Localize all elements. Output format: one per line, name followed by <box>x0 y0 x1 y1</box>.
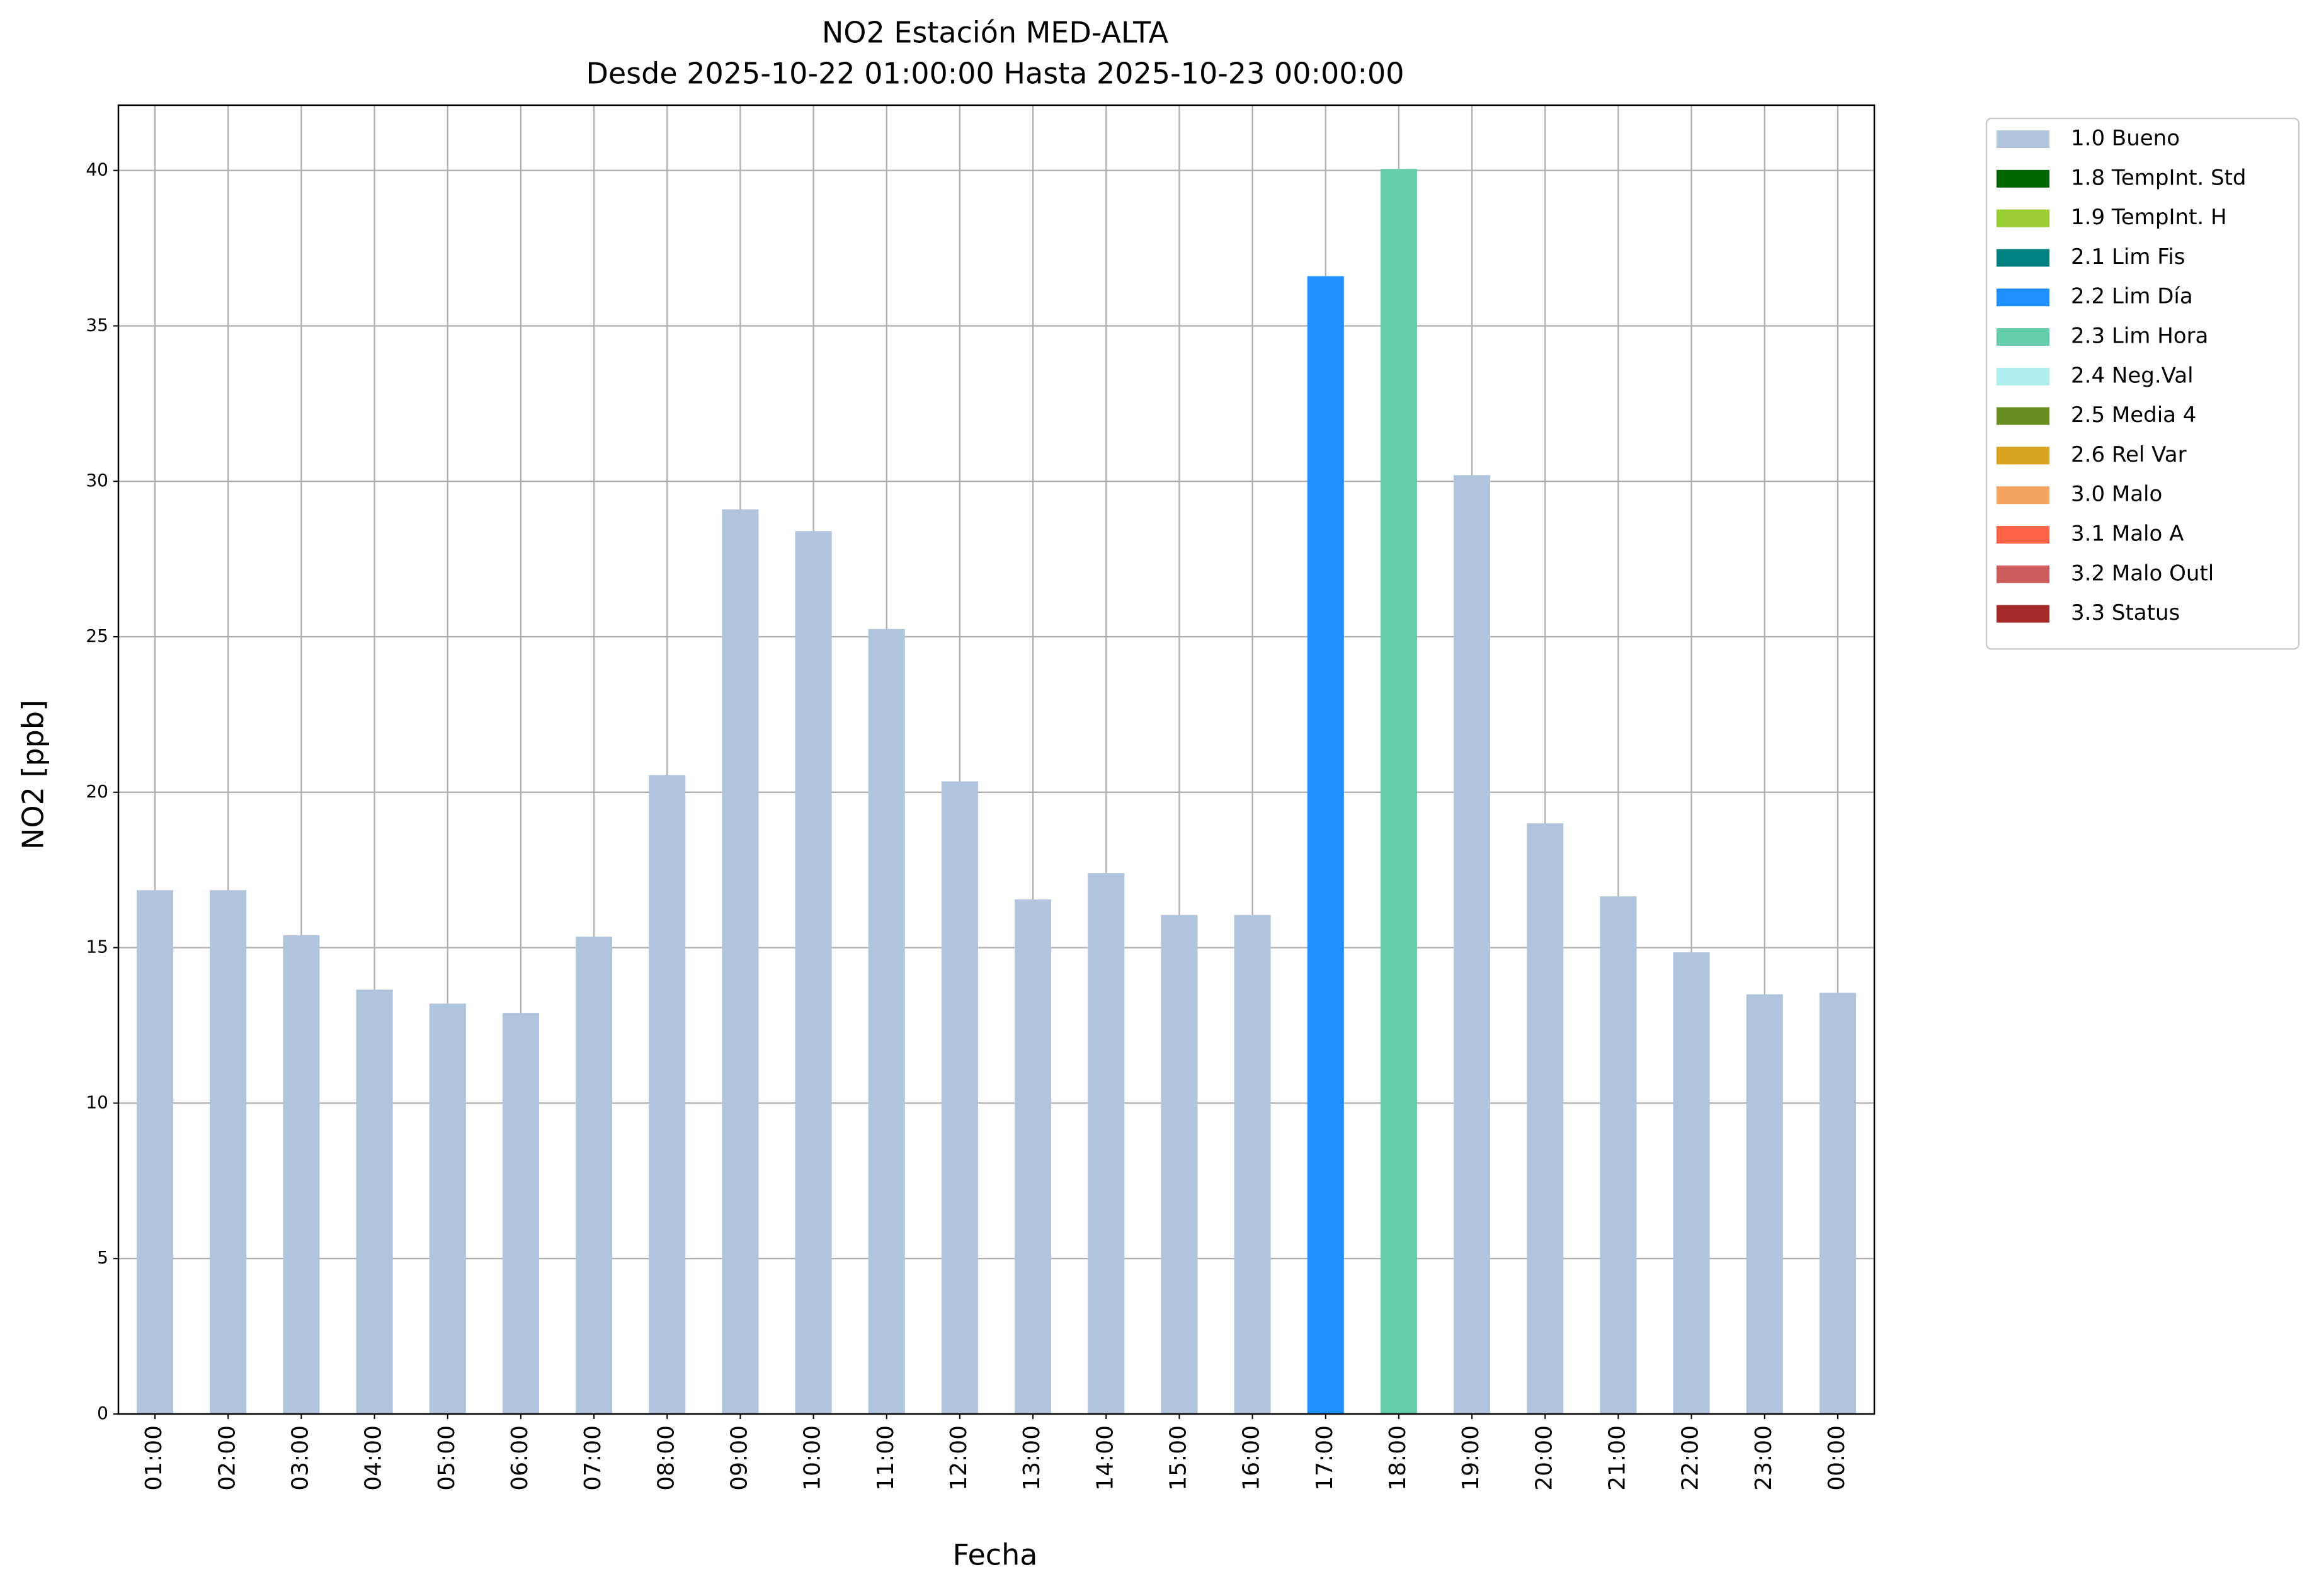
bar <box>210 890 247 1414</box>
y-axis-label: NO2 [ppb] <box>16 700 50 850</box>
x-tick-label: 01:00 <box>141 1425 167 1491</box>
legend-swatch <box>1997 486 2049 504</box>
legend-swatch <box>1997 565 2049 583</box>
y-tick-label: 30 <box>86 470 108 491</box>
bar <box>1527 823 1564 1414</box>
bar <box>1234 915 1271 1414</box>
bar <box>1015 899 1052 1414</box>
legend-label: 2.5 Media 4 <box>2071 402 2196 428</box>
bar <box>649 775 686 1414</box>
legend-label: 2.3 Lim Hora <box>2071 324 2208 349</box>
legend-swatch <box>1997 130 2049 148</box>
y-tick-label: 15 <box>86 937 108 957</box>
plot-frame <box>117 104 1876 1415</box>
legend-label: 3.1 Malo A <box>2071 522 2184 547</box>
legend-swatch <box>1997 288 2049 307</box>
bar <box>1161 915 1198 1414</box>
legend-label: 3.2 Malo Outl <box>2071 561 2214 586</box>
x-tick-label: 19:00 <box>1458 1425 1484 1491</box>
x-tick-label: 06:00 <box>507 1425 533 1491</box>
x-tick-label: 12:00 <box>946 1425 972 1491</box>
x-tick-label: 14:00 <box>1092 1425 1118 1491</box>
legend-label: 2.6 Rel Var <box>2071 442 2187 467</box>
legend-label: 3.0 Malo <box>2071 482 2162 507</box>
x-tick-label: 18:00 <box>1385 1425 1411 1491</box>
x-tick-label: 20:00 <box>1531 1425 1557 1491</box>
bar <box>868 629 905 1414</box>
bar <box>283 935 320 1414</box>
legend-label: 2.4 Neg.Val <box>2071 363 2194 388</box>
bar <box>1380 169 1417 1414</box>
x-tick-label: 11:00 <box>873 1425 899 1491</box>
legend-label: 2.2 Lim Día <box>2071 284 2193 309</box>
legend-label: 3.3 Status <box>2071 600 2180 625</box>
x-axis-label: Fecha <box>953 1538 1038 1572</box>
bar <box>1600 896 1637 1414</box>
y-tick-label: 35 <box>86 314 108 335</box>
legend-label: 1.0 Bueno <box>2071 126 2180 151</box>
x-tick-label: 05:00 <box>434 1425 460 1491</box>
bar <box>356 989 393 1414</box>
bar <box>1454 475 1491 1414</box>
bar <box>429 1003 466 1414</box>
bar <box>941 781 978 1414</box>
legend-label: 1.9 TempInt. H <box>2071 205 2227 230</box>
x-tick-label: 17:00 <box>1312 1425 1338 1491</box>
legend-frame <box>1985 117 2300 650</box>
x-tick-label: 02:00 <box>214 1425 240 1491</box>
bar <box>1088 873 1125 1414</box>
x-tick-label: 21:00 <box>1604 1425 1630 1491</box>
y-tick-label: 5 <box>97 1247 108 1268</box>
legend-swatch <box>1997 328 2049 346</box>
legend-label: 2.1 Lim Fis <box>2071 244 2185 270</box>
legend-label: 1.8 TempInt. Std <box>2071 165 2247 190</box>
x-tick-label: 23:00 <box>1751 1425 1777 1491</box>
x-tick-label: 10:00 <box>800 1425 826 1491</box>
legend-swatch <box>1997 605 2049 623</box>
bar <box>137 890 174 1414</box>
x-tick-label: 13:00 <box>1019 1425 1045 1491</box>
y-tick-label: 20 <box>86 781 108 802</box>
x-tick-label: 09:00 <box>726 1425 752 1491</box>
x-tick-label: 00:00 <box>1824 1425 1850 1491</box>
legend-swatch <box>1997 209 2049 227</box>
y-tick-label: 40 <box>86 159 108 180</box>
bar <box>502 1013 539 1414</box>
chart-subtitle: Desde 2025-10-22 01:00:00 Hasta 2025-10-… <box>586 57 1404 91</box>
x-tick-label: 03:00 <box>287 1425 313 1491</box>
legend-swatch <box>1997 367 2049 385</box>
legend-swatch <box>1997 169 2049 188</box>
bar <box>576 937 613 1414</box>
x-tick-label: 15:00 <box>1165 1425 1191 1491</box>
x-tick-label: 08:00 <box>653 1425 679 1491</box>
legend-swatch <box>1997 407 2049 425</box>
x-tick-label: 07:00 <box>580 1425 606 1491</box>
x-tick-label: 04:00 <box>361 1425 387 1491</box>
x-tick-label: 16:00 <box>1239 1425 1265 1491</box>
x-tick-label: 22:00 <box>1678 1425 1704 1491</box>
bar <box>1746 994 1783 1414</box>
legend-swatch <box>1997 249 2049 267</box>
legend-swatch <box>1997 447 2049 465</box>
bar <box>1307 276 1344 1415</box>
legend-swatch <box>1997 526 2049 544</box>
chart-title: NO2 Estación MED-ALTA <box>822 16 1169 50</box>
bar <box>722 509 759 1414</box>
y-tick-label: 0 <box>97 1403 108 1423</box>
bar <box>795 531 832 1414</box>
y-tick-label: 25 <box>86 625 108 646</box>
bar <box>1673 952 1710 1414</box>
y-tick-label: 10 <box>86 1092 108 1112</box>
bar <box>1819 993 1856 1414</box>
